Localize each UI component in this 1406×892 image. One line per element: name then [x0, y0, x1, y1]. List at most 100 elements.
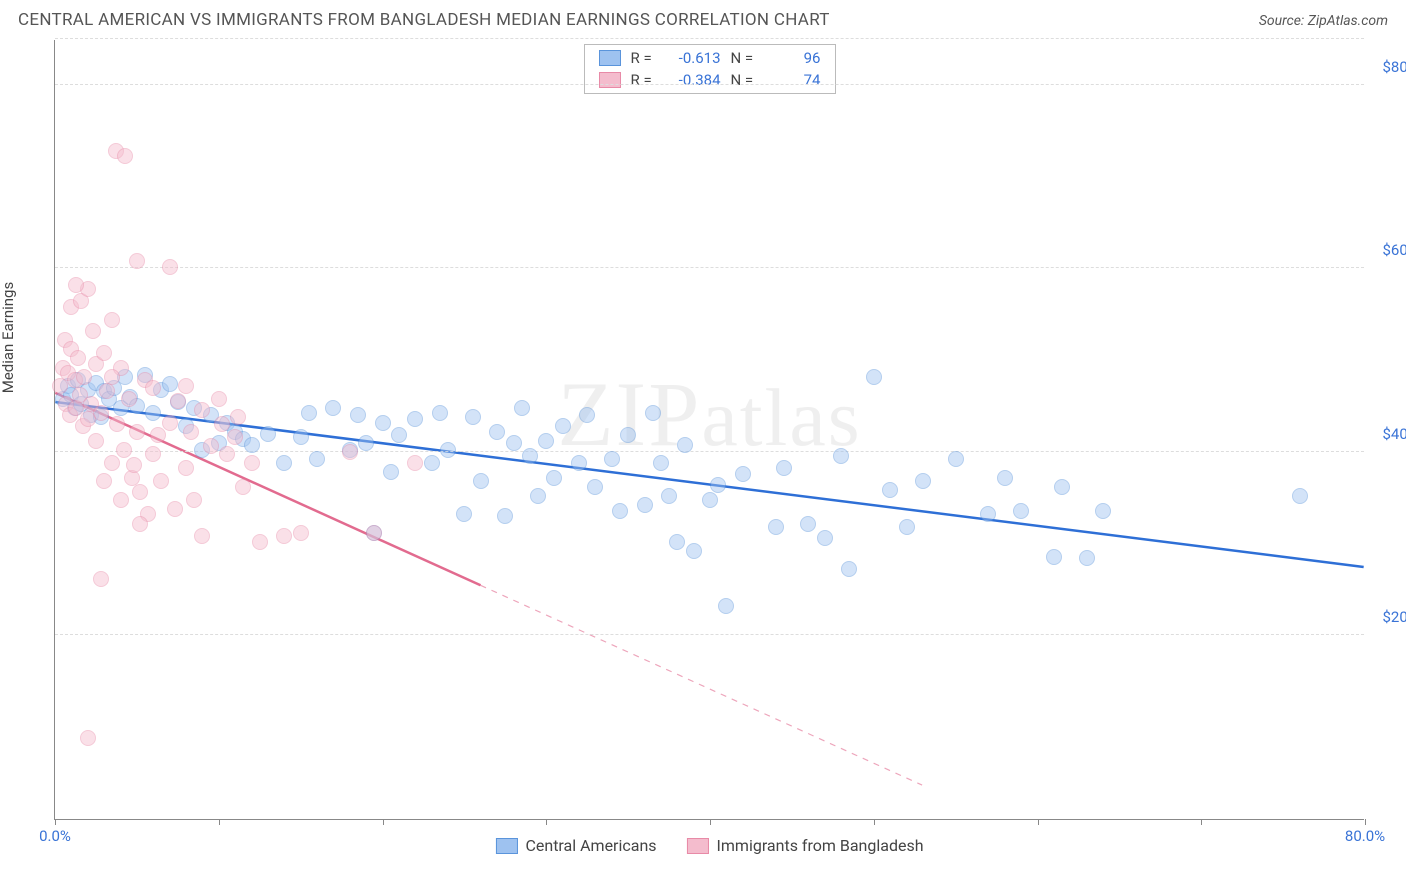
data-point-pink: [211, 391, 227, 407]
data-point-pink: [244, 455, 260, 471]
data-point-pink: [178, 460, 194, 476]
data-point-blue: [473, 473, 489, 489]
data-point-pink: [162, 259, 178, 275]
legend-item-pink: Immigrants from Bangladesh: [687, 836, 924, 855]
data-point-pink: [104, 455, 120, 471]
data-point-pink: [129, 424, 145, 440]
data-point-blue: [653, 455, 669, 471]
data-point-blue: [710, 477, 726, 493]
data-point-blue: [465, 409, 481, 425]
data-point-blue: [244, 437, 260, 453]
data-point-blue: [661, 488, 677, 504]
data-point-blue: [375, 415, 391, 431]
data-point-pink: [162, 415, 178, 431]
swatch-blue: [495, 838, 517, 854]
data-point-blue: [776, 460, 792, 476]
data-point-blue: [612, 503, 628, 519]
data-point-blue: [407, 411, 423, 427]
data-point-blue: [260, 426, 276, 442]
y-tick-label: $20,000: [1368, 608, 1406, 626]
data-point-blue: [456, 506, 472, 522]
data-point-blue: [579, 407, 595, 423]
y-tick-label: $80,000: [1368, 58, 1406, 76]
data-point-blue: [669, 534, 685, 550]
data-point-blue: [1079, 550, 1095, 566]
data-point-pink: [293, 525, 309, 541]
x-tick-label: 0.0%: [39, 827, 71, 845]
stats-row-pink: R = -0.384 N = 74: [585, 69, 835, 91]
data-point-blue: [735, 466, 751, 482]
data-point-pink: [113, 492, 129, 508]
data-point-blue: [555, 418, 571, 434]
data-point-pink: [407, 455, 423, 471]
data-point-pink: [126, 457, 142, 473]
data-point-blue: [915, 473, 931, 489]
plot-area: ZIPatlas R = -0.613 N = 96 R = -0.384 N …: [54, 40, 1364, 820]
legend-item-blue: Central Americans: [495, 836, 656, 855]
data-point-blue: [350, 407, 366, 423]
data-point-blue: [506, 435, 522, 451]
data-point-blue: [1095, 503, 1111, 519]
x-tick: [219, 819, 220, 825]
data-point-pink: [235, 479, 251, 495]
data-point-blue: [841, 561, 857, 577]
data-point-blue: [833, 448, 849, 464]
data-point-pink: [109, 416, 125, 432]
y-tick-label: $40,000: [1368, 425, 1406, 443]
data-point-pink: [85, 323, 101, 339]
data-point-pink: [93, 571, 109, 587]
series-legend: Central Americans Immigrants from Bangla…: [495, 836, 923, 855]
data-point-blue: [768, 519, 784, 535]
source: Source: ZipAtlas.com: [1259, 13, 1388, 29]
swatch-pink: [687, 838, 709, 854]
data-point-blue: [145, 405, 161, 421]
data-point-blue: [514, 400, 530, 416]
data-point-blue: [489, 424, 505, 440]
data-point-blue: [1046, 549, 1062, 565]
x-tick: [874, 819, 875, 825]
data-point-pink: [366, 525, 382, 541]
data-point-blue: [686, 543, 702, 559]
data-point-blue: [980, 506, 996, 522]
data-point-blue: [383, 464, 399, 480]
y-axis-label: Median Earnings: [0, 282, 17, 393]
data-point-blue: [677, 437, 693, 453]
x-tick: [1038, 819, 1039, 825]
data-point-pink: [145, 446, 161, 462]
x-tick: [1365, 819, 1366, 825]
x-tick: [546, 819, 547, 825]
data-point-blue: [424, 455, 440, 471]
data-point-pink: [276, 528, 292, 544]
data-point-pink: [70, 350, 86, 366]
trend-lines: [55, 40, 1364, 819]
data-point-blue: [325, 400, 341, 416]
data-point-blue: [587, 479, 603, 495]
data-point-pink: [167, 501, 183, 517]
data-point-pink: [93, 405, 109, 421]
data-point-blue: [637, 497, 653, 513]
data-point-pink: [194, 528, 210, 544]
data-point-blue: [882, 482, 898, 498]
stats-legend: R = -0.613 N = 96 R = -0.384 N = 74: [584, 44, 836, 94]
data-point-blue: [817, 530, 833, 546]
data-point-blue: [800, 516, 816, 532]
data-point-pink: [132, 484, 148, 500]
data-point-pink: [183, 424, 199, 440]
data-point-blue: [522, 448, 538, 464]
gridline: [55, 634, 1364, 635]
x-tick-label: 80.0%: [1345, 827, 1385, 845]
data-point-blue: [276, 455, 292, 471]
data-point-pink: [96, 345, 112, 361]
data-point-blue: [162, 376, 178, 392]
data-point-pink: [76, 369, 92, 385]
gridline: [55, 267, 1364, 268]
data-point-blue: [948, 451, 964, 467]
stats-row-blue: R = -0.613 N = 96: [585, 47, 835, 69]
data-point-blue: [497, 508, 513, 524]
data-point-pink: [132, 516, 148, 532]
x-tick: [383, 819, 384, 825]
data-point-blue: [997, 470, 1013, 486]
data-point-pink: [219, 446, 235, 462]
data-point-pink: [104, 369, 120, 385]
chart-title: CENTRAL AMERICAN VS IMMIGRANTS FROM BANG…: [18, 10, 830, 30]
